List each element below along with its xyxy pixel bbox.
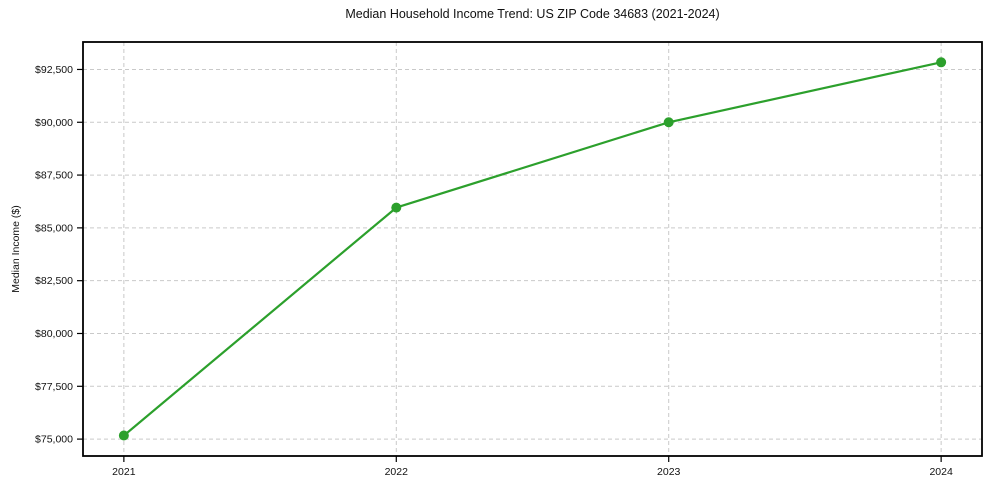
x-tick-label: 2022 [385, 466, 409, 478]
y-tick-label: $80,000 [35, 328, 73, 340]
y-tick-label: $77,500 [35, 381, 73, 393]
x-tick-label: 2024 [929, 466, 953, 478]
plot-border [82, 41, 983, 457]
x-tick-label: 2021 [112, 466, 136, 478]
data-point-2022 [391, 202, 402, 213]
trend-line [122, 61, 943, 437]
y-tick-label: $85,000 [35, 222, 73, 234]
data-point-2023 [663, 117, 674, 128]
y-tick-label: $87,500 [35, 170, 73, 182]
x-tick-label: 2023 [657, 466, 681, 478]
chart-title: Median Household Income Trend: US ZIP Co… [345, 7, 720, 21]
y-tick-label: $82,500 [35, 275, 73, 287]
y-tick-label: $75,000 [35, 434, 73, 446]
y-tick-label: $92,500 [35, 64, 73, 76]
y-tick-label: $90,000 [35, 117, 73, 129]
data-point-2024 [936, 57, 947, 68]
data-point-2021 [118, 430, 129, 441]
